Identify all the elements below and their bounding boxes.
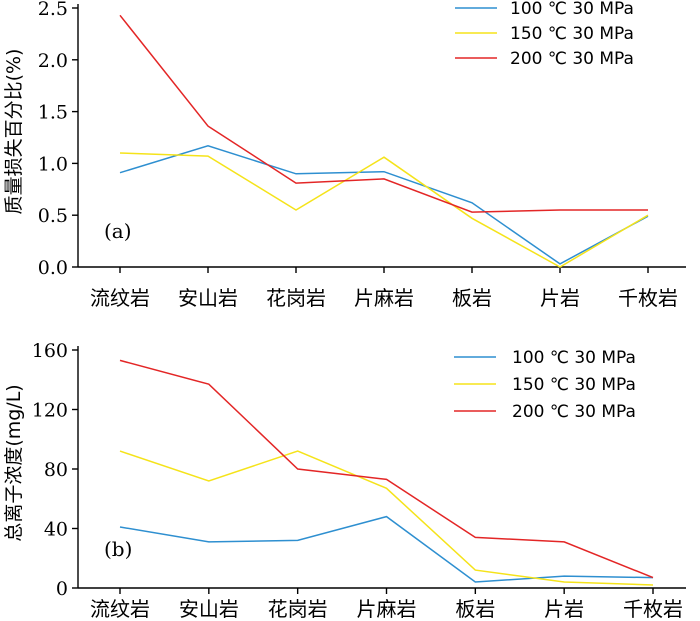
panel-2-x-tick-label: 安山岩	[179, 597, 239, 621]
panel-1-legend-entry: 100 ℃ 30 MPa	[510, 0, 634, 19]
panel-2-x-tick-label: 板岩	[455, 597, 495, 621]
panel-2-y-tick-label: 120	[32, 400, 68, 422]
panel-1-x-tick-label: 花岗岩	[266, 286, 326, 310]
panel-1-y-tick-label: 2.5	[38, 0, 68, 20]
panel-2-x-tick-label: 片麻岩	[357, 597, 417, 621]
panel-2-y-axis-label: 总离子浓度(mg/L)	[3, 384, 25, 541]
panel-1-x-tick-label: 流纹岩	[90, 286, 150, 310]
panel-2-x-tick-label: 花岗岩	[268, 597, 328, 621]
panel-2-x-tick-label: 流纹岩	[90, 597, 150, 621]
panel-1-series-line	[119, 14, 648, 213]
panel-1-x-tick-label: 板岩	[452, 286, 492, 310]
panel-1-x-tick-label: 安山岩	[178, 286, 238, 310]
panel-2-legend-entry: 200 ℃ 30 MPa	[512, 402, 636, 422]
panel-1-y-tick-label: 1.0	[38, 153, 68, 175]
panel-2-legend-entry: 150 ℃ 30 MPa	[512, 375, 636, 395]
panel-1-series-line	[119, 145, 649, 265]
panel-1-x-tick-label: 千枚岩	[618, 286, 678, 310]
panel-1-panel-label: (a)	[104, 219, 132, 243]
panel-1-legend-entry: 150 ℃ 30 MPa	[510, 24, 634, 44]
panel-1-y-tick-label: 0.0	[38, 257, 68, 279]
panel-1-y-tick-label: 1.5	[38, 102, 68, 124]
panel-2-y-tick-label: 80	[44, 459, 68, 481]
panel-1-series-line	[119, 152, 649, 268]
panel-2-y-tick-label: 160	[32, 340, 68, 362]
panel-2-series-line	[119, 359, 654, 579]
panel-2-series-line	[119, 515, 654, 583]
panel-2-x-tick-label: 千枚岩	[623, 597, 683, 621]
panel-2-series-line	[119, 450, 654, 586]
panel-2-y-tick-label: 40	[44, 519, 68, 541]
panel-2-x-tick-label: 片岩	[544, 597, 584, 621]
panel-1-legend-entry: 200 ℃ 30 MPa	[510, 49, 634, 69]
panel-1-x-tick-label: 片麻岩	[354, 286, 414, 310]
panel-1-y-tick-label: 0.5	[38, 205, 68, 227]
panel-1-x-tick-label: 片岩	[540, 286, 580, 310]
panel-2-y-tick-label: 0	[56, 578, 68, 600]
panel-1-y-tick-label: 2.0	[38, 50, 68, 72]
panel-2-panel-label: (b)	[104, 537, 132, 561]
panel-2-legend-entry: 100 ℃ 30 MPa	[512, 348, 636, 368]
panel-1-y-axis-label: 质量损失百分比(%)	[3, 49, 25, 215]
